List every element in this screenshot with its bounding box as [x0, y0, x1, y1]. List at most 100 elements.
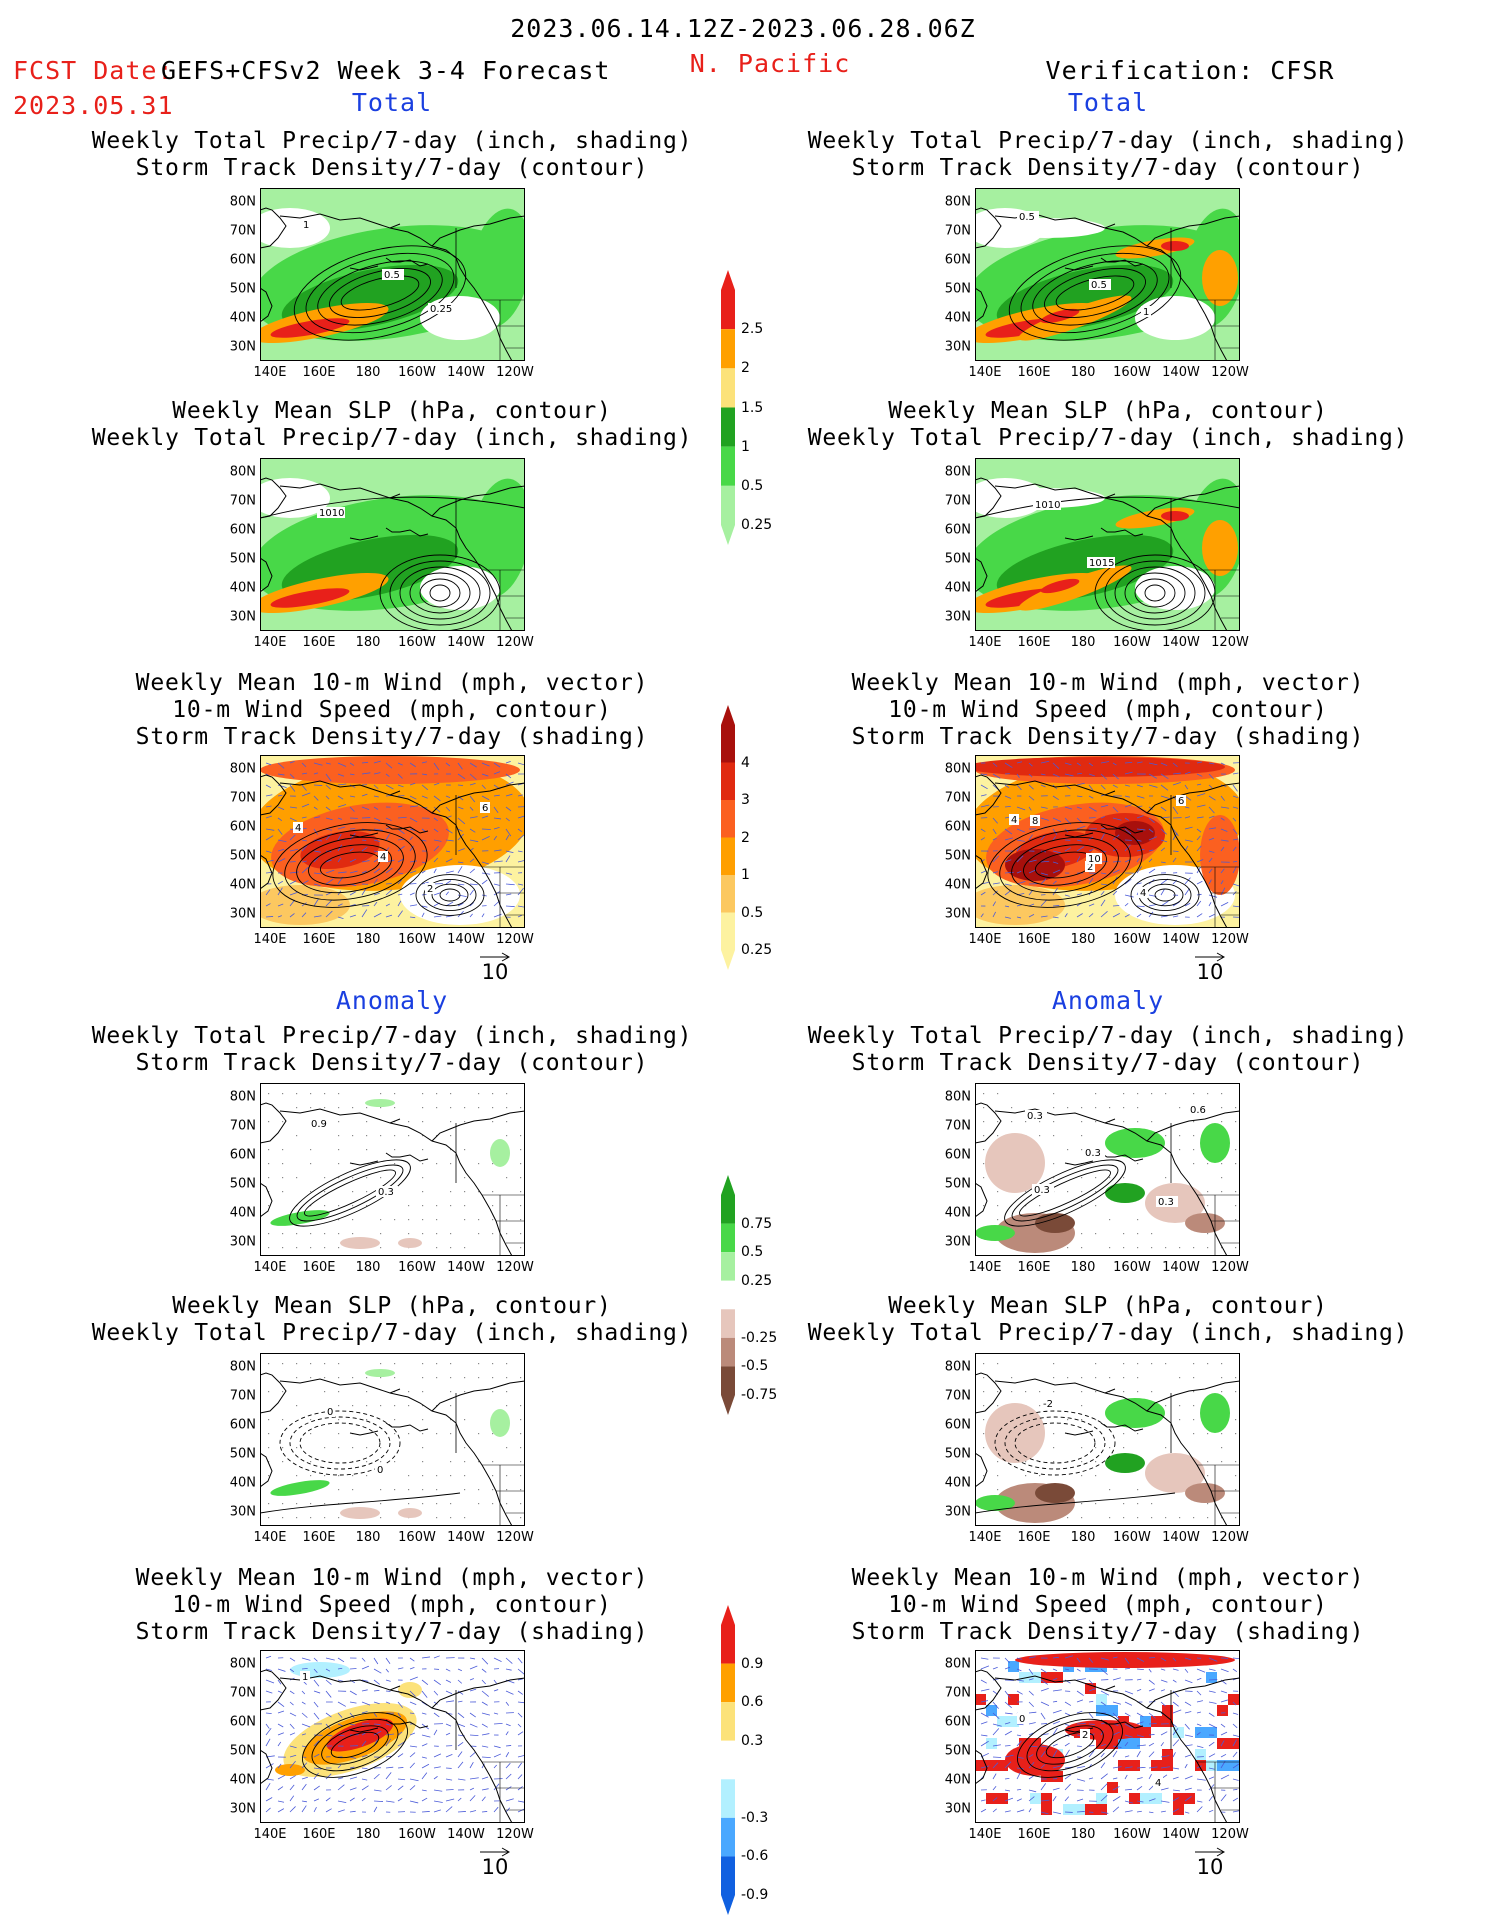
svg-text:1015: 1015: [1089, 558, 1114, 569]
lat-label: 80N: [944, 1656, 971, 1672]
lon-label: 180: [1070, 365, 1096, 380]
map-panel-ver-total-slp-precip: 1010 1015: [975, 458, 1240, 631]
lon-label: 160W: [398, 635, 436, 650]
lat-label: 70N: [229, 1685, 256, 1701]
colorbar-tick: 1: [741, 438, 750, 455]
lon-label: 160W: [398, 1260, 436, 1275]
lat-label: 80N: [229, 1359, 256, 1375]
contour-label: 4: [1009, 814, 1019, 826]
contour-label: 0.5: [382, 269, 404, 281]
panel-title-line-1: Weekly Mean SLP (hPa, contour): [888, 1293, 1328, 1319]
vector-reference-arrow: [1195, 1847, 1226, 1857]
svg-text:1: 1: [303, 220, 309, 231]
colorbar-tick: -0.25: [741, 1329, 778, 1346]
section-total-left: Total: [351, 88, 433, 117]
panel-title-line-1: Weekly Total Precip/7-day (inch, shading…: [91, 1023, 693, 1049]
lat-label: 60N: [944, 252, 971, 268]
lat-label: 30N: [944, 339, 971, 355]
lon-label: 140W: [1162, 1827, 1200, 1842]
lat-label: 80N: [229, 194, 256, 210]
lon-label: 140E: [253, 1827, 287, 1842]
lon-label: 180: [355, 932, 381, 947]
svg-text:4: 4: [295, 823, 301, 834]
panel-title-line-1: Weekly Mean SLP (hPa, contour): [172, 398, 612, 424]
lat-label: 50N: [944, 1176, 971, 1192]
lat-label: 80N: [944, 1089, 971, 1105]
svg-text:0: 0: [327, 1407, 333, 1418]
panel-title-line-1: Weekly Mean 10-m Wind (mph, vector): [851, 670, 1365, 696]
lon-label: 160E: [302, 1827, 336, 1842]
lat-label: 40N: [229, 310, 256, 326]
lon-label: 160E: [1017, 1530, 1051, 1545]
lon-label: 180: [355, 1827, 381, 1842]
contour-label: 2: [1080, 1729, 1090, 1741]
lon-label: 140E: [968, 932, 1002, 947]
colorbar-tick: -0.75: [741, 1387, 778, 1403]
lat-label: 80N: [229, 761, 256, 777]
lat-label: 30N: [944, 1801, 971, 1817]
lat-label: 80N: [229, 1656, 256, 1672]
lat-label: 50N: [229, 1446, 256, 1462]
lat-label: 70N: [944, 493, 971, 509]
lat-label: 70N: [229, 1388, 256, 1404]
map-panel-ver-total-wind-storm: 4 2 4 6 8 10: [975, 755, 1240, 928]
lon-label: 140E: [968, 1827, 1002, 1842]
lon-label: 180: [355, 1260, 381, 1275]
map-panel-ver-anom-slp-precip: -2: [975, 1353, 1240, 1526]
lon-label: 180: [1070, 1827, 1096, 1842]
contour-label: 1010: [1033, 499, 1061, 511]
lon-label: 140E: [253, 1260, 287, 1275]
svg-text:0.25: 0.25: [430, 304, 452, 315]
svg-text:0.3: 0.3: [1034, 1185, 1050, 1196]
lat-label: 40N: [944, 1475, 971, 1491]
panel-title-line-2: 10-m Wind Speed (mph, contour): [888, 1592, 1328, 1618]
contour-label: 4: [293, 822, 303, 834]
lat-label: 80N: [229, 1089, 256, 1105]
colorbar-tick: 2: [741, 829, 750, 846]
lat-label: 30N: [944, 1504, 971, 1520]
svg-text:1: 1: [1143, 307, 1149, 318]
map-panel-fcst-anom-wind-storm: 1: [260, 1650, 525, 1823]
lat-label: 40N: [229, 1475, 256, 1491]
contour-label: 0.3: [1025, 1110, 1047, 1122]
svg-text:10: 10: [1088, 854, 1101, 865]
svg-text:4: 4: [1155, 1778, 1161, 1789]
lat-label: 60N: [229, 1417, 256, 1433]
lon-label: 180: [1070, 932, 1096, 947]
svg-text:4: 4: [1140, 888, 1146, 899]
map-panel-fcst-total-precip-storm: 1 0.5 0.25: [260, 188, 525, 361]
lon-label: 120W: [1211, 1530, 1249, 1545]
panel-title-line-1: Weekly Total Precip/7-day (inch, shading…: [807, 128, 1409, 154]
colorbar-precip-total: [721, 270, 735, 545]
contour-label: 0.5: [1017, 211, 1039, 223]
lat-label: 70N: [229, 223, 256, 239]
contour-label: 0: [325, 1406, 335, 1418]
fcst-date-label: FCST Date:: [13, 56, 174, 85]
lon-label: 140W: [447, 932, 485, 947]
lat-label: 60N: [944, 819, 971, 835]
lat-label: 80N: [944, 194, 971, 210]
contour-label: 0.25: [428, 303, 456, 315]
lon-label: 160W: [1113, 1260, 1151, 1275]
lon-label: 140E: [253, 1530, 287, 1545]
contour-label: 2: [1085, 861, 1095, 873]
contour-label: 1: [301, 219, 311, 231]
lon-label: 160W: [398, 1530, 436, 1545]
svg-text:0.5: 0.5: [1019, 212, 1035, 223]
contour-label: 0.3: [1156, 1196, 1178, 1208]
lon-label: 160W: [1113, 932, 1151, 947]
svg-text:0.3: 0.3: [1085, 1148, 1101, 1159]
lon-label: 120W: [496, 932, 534, 947]
contour-label: 8: [1030, 815, 1040, 827]
svg-text:0.9: 0.9: [311, 1119, 327, 1130]
svg-text:2: 2: [1082, 1730, 1088, 1741]
lon-label: 160E: [1017, 1260, 1051, 1275]
lat-label: 30N: [229, 906, 256, 922]
panel-title-line-2: 10-m Wind Speed (mph, contour): [172, 1592, 612, 1618]
lon-label: 120W: [496, 1827, 534, 1842]
svg-text:1: 1: [302, 1672, 308, 1683]
lon-label: 140W: [447, 1260, 485, 1275]
lat-label: 50N: [229, 848, 256, 864]
colorbar-tick: -0.3: [741, 1809, 769, 1826]
colorbar-tick: 0.75: [741, 1215, 773, 1232]
